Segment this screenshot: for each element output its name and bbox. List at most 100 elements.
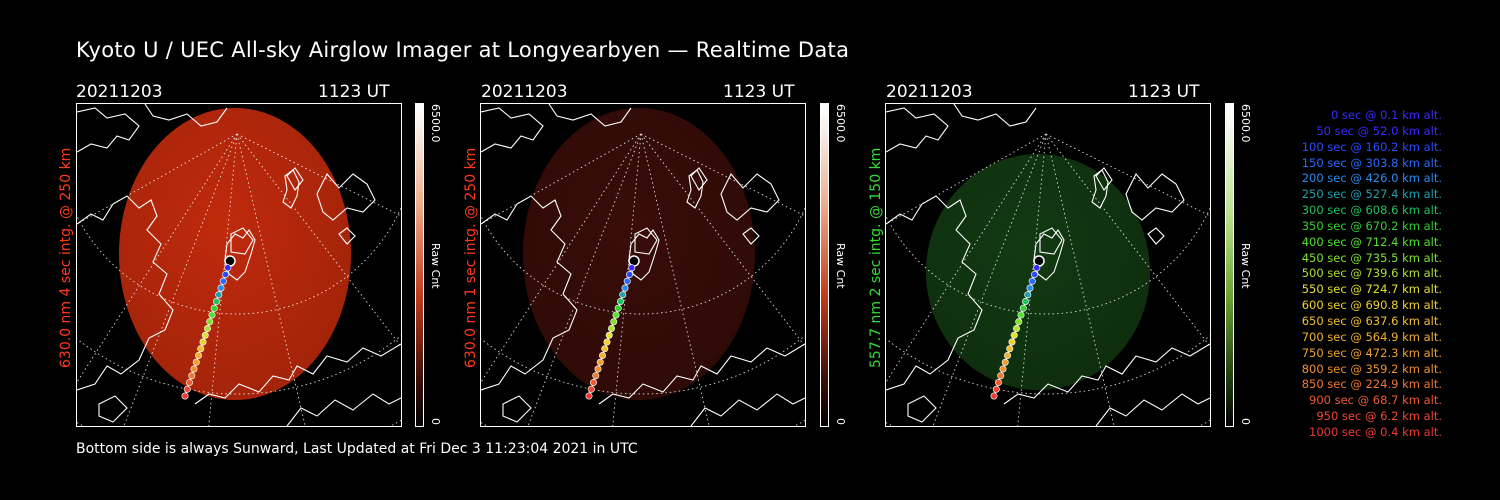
trajectory-point (1019, 304, 1027, 312)
trajectory-point (617, 298, 625, 306)
trajectory-point (199, 338, 207, 346)
trajectory-point (585, 392, 593, 400)
panel-1-date: 20211203 (76, 82, 163, 102)
trajectory-point (995, 378, 1003, 386)
map-grid (481, 133, 805, 426)
trajectory-point (601, 345, 609, 353)
trajectory-point (222, 271, 230, 279)
panel-2-image (480, 103, 806, 427)
panel-2-cbar-max: 6500.0 (834, 104, 847, 143)
trajectory-point (219, 277, 227, 285)
trajectory-point (186, 378, 194, 386)
legend-row: 500 sec @ 739.6 km alt. (1301, 266, 1442, 281)
trajectory-point (587, 385, 595, 393)
trajectory-point (1022, 298, 1030, 306)
trajectory-point (188, 372, 196, 380)
legend-row: 100 sec @ 160.2 km alt. (1301, 139, 1442, 154)
panel-1-cbar-min: 0 (429, 418, 442, 425)
trajectory-legend: 0 sec @ 0.1 km alt. 50 sec @ 52.0 km alt.… (1262, 108, 1442, 441)
trajectory-point (599, 352, 607, 360)
legend-row: 450 sec @ 735.5 km alt. (1301, 250, 1442, 265)
legend-row: 250 sec @ 527.4 km alt. (1301, 187, 1442, 202)
trajectory-point (1026, 284, 1034, 292)
legend-row: 650 sec @ 637.6 km alt. (1301, 313, 1442, 328)
legend-row: 350 sec @ 670.2 km alt. (1301, 218, 1442, 233)
panel-3-side-label: 557.7 nm 2 sec intg. @ 150 km (868, 147, 884, 368)
footer-status: Bottom side is always Sunward, Last Upda… (76, 441, 638, 457)
trajectory-point (217, 284, 225, 292)
panel-2-cbar-min: 0 (834, 418, 847, 425)
trajectory-point (1017, 311, 1025, 319)
trajectory-point (1031, 271, 1039, 279)
trajectory-point (197, 345, 205, 353)
trajectory-point (215, 291, 223, 299)
trajectory-point (999, 365, 1007, 373)
legend-row: 200 sec @ 426.0 km alt. (1301, 171, 1442, 186)
trajectory-point (623, 277, 631, 285)
legend-row: 950 sec @ 6.2 km alt. (1316, 409, 1442, 424)
trajectory-point (1004, 352, 1012, 360)
trajectory-point (1010, 331, 1018, 339)
trajectory-point (608, 325, 616, 333)
trajectory-point (628, 264, 636, 272)
panel-3-time: 1123 UT (1128, 82, 1200, 102)
trajectory-point (997, 372, 1005, 380)
trajectory-point (208, 311, 216, 319)
legend-row: 150 sec @ 303.8 km alt. (1301, 155, 1442, 170)
trajectory-point (621, 284, 629, 292)
panel-3-cbar-max: 6500.0 (1239, 104, 1252, 143)
trajectory-point (224, 264, 232, 272)
panel-1-time: 1123 UT (318, 82, 390, 102)
panel-3-image (885, 103, 1211, 427)
trajectory-point (181, 392, 189, 400)
legend-row: 0 sec @ 0.1 km alt. (1330, 108, 1442, 122)
trajectory-point (206, 318, 214, 326)
trajectory-point (213, 298, 221, 306)
trajectory-point (626, 271, 634, 279)
trajectory-point (195, 352, 203, 360)
legend-row: 700 sec @ 564.9 km alt. (1301, 329, 1442, 344)
trajectory-point (610, 318, 618, 326)
trajectory-point (605, 331, 613, 339)
trajectory-point (1013, 325, 1021, 333)
trajectory-point (210, 304, 218, 312)
panel-3-cbar-unit: Raw Cnt (1239, 243, 1252, 289)
panel-1-side-label: 630.0 nm 4 sec intg. @ 250 km (58, 147, 74, 368)
panel-2-date: 20211203 (481, 82, 568, 102)
legend-row: 600 sec @ 690.8 km alt. (1301, 298, 1442, 313)
trajectory-point (1008, 338, 1016, 346)
trajectory-point (603, 338, 611, 346)
trajectory-point (619, 291, 627, 299)
trajectory-point (612, 311, 620, 319)
legend-row: 550 sec @ 724.7 km alt. (1301, 282, 1442, 297)
panel-3-cbar-min: 0 (1239, 418, 1252, 425)
panel-1-cbar-max: 6500.0 (429, 104, 442, 143)
trajectory-point (204, 325, 212, 333)
trajectory-point (596, 358, 604, 366)
trajectory-point (1006, 345, 1014, 353)
panel-1-cbar-unit: Raw Cnt (429, 243, 442, 289)
trajectory-point (1015, 318, 1023, 326)
panel-1-colorbar (415, 103, 424, 427)
trajectory-point (1033, 264, 1041, 272)
legend-row: 750 sec @ 472.3 km alt. (1301, 345, 1442, 360)
panel-3-colorbar (1225, 103, 1234, 427)
trajectory-point (201, 331, 209, 339)
trajectory-point (1001, 358, 1009, 366)
panel-2-side-label: 630.0 nm 1 sec intg. @ 250 km (463, 147, 479, 368)
panel-2-time: 1123 UT (723, 82, 795, 102)
panel-3-date: 20211203 (886, 82, 973, 102)
map-grid (77, 133, 401, 426)
trajectory-point (990, 392, 998, 400)
trajectory-point (594, 365, 602, 373)
legend-row: 1000 sec @ 0.4 km alt. (1309, 424, 1442, 439)
map-grid (886, 133, 1210, 426)
legend-row: 900 sec @ 68.7 km alt. (1309, 393, 1442, 408)
trajectory-point (590, 378, 598, 386)
airglow-field (523, 108, 755, 400)
airglow-field (119, 108, 351, 400)
legend-row: 300 sec @ 608.6 km alt. (1301, 203, 1442, 218)
trajectory-point (1028, 277, 1036, 285)
trajectory-point (1024, 291, 1032, 299)
legend-row: 800 sec @ 359.2 km alt. (1301, 361, 1442, 376)
